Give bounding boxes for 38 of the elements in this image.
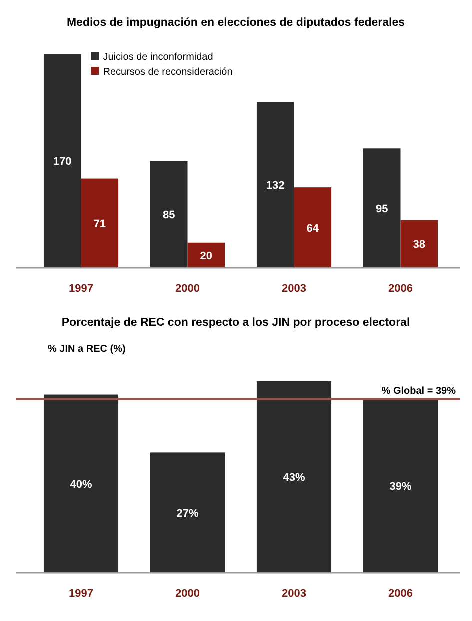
y-axis-title: % JIN a REC (%) bbox=[48, 344, 126, 355]
bar bbox=[363, 399, 438, 573]
data-label: 43% bbox=[283, 472, 306, 484]
data-label: 170 bbox=[53, 156, 72, 168]
x-tick-label: 1997 bbox=[69, 588, 94, 600]
x-tick-label: 1997 bbox=[69, 283, 94, 295]
data-label: 64 bbox=[306, 222, 320, 235]
bar bbox=[150, 452, 226, 573]
ref-line-label: % Global = 39% bbox=[382, 386, 456, 398]
legend-label: Juicios de inconformidad bbox=[103, 52, 214, 63]
x-tick-label: 2003 bbox=[282, 283, 306, 295]
bar bbox=[363, 148, 401, 268]
data-label: 39% bbox=[390, 481, 412, 494]
data-label: 95 bbox=[376, 203, 388, 216]
data-label: 20 bbox=[200, 250, 213, 262]
bar bbox=[150, 161, 188, 268]
data-label: 85 bbox=[162, 210, 176, 222]
bar bbox=[256, 381, 332, 573]
data-label: 27% bbox=[176, 508, 199, 520]
data-label: 132 bbox=[266, 180, 285, 192]
x-tick-label: 2003 bbox=[282, 588, 306, 600]
x-tick-label: 2000 bbox=[176, 283, 200, 295]
bar bbox=[256, 102, 294, 268]
data-label: 40% bbox=[70, 478, 92, 491]
data-label: 71 bbox=[94, 218, 106, 230]
bar bbox=[294, 188, 332, 268]
bar bbox=[44, 54, 82, 268]
bar bbox=[188, 242, 226, 268]
data-label: 38 bbox=[413, 239, 426, 252]
chart-title: Porcentaje de REC con respecto a los JIN por proceso electoral bbox=[62, 317, 410, 329]
bar bbox=[400, 220, 438, 268]
x-tick-label: 2000 bbox=[176, 588, 200, 600]
legend-label: Recursos de reconsideración bbox=[103, 67, 233, 78]
x-tick-label: 2006 bbox=[388, 283, 413, 295]
bar bbox=[44, 394, 119, 573]
x-tick-label: 2006 bbox=[388, 588, 413, 600]
chart-title: Medios de impugnación en elecciones de diputados federales bbox=[66, 17, 406, 29]
bar bbox=[81, 178, 119, 268]
